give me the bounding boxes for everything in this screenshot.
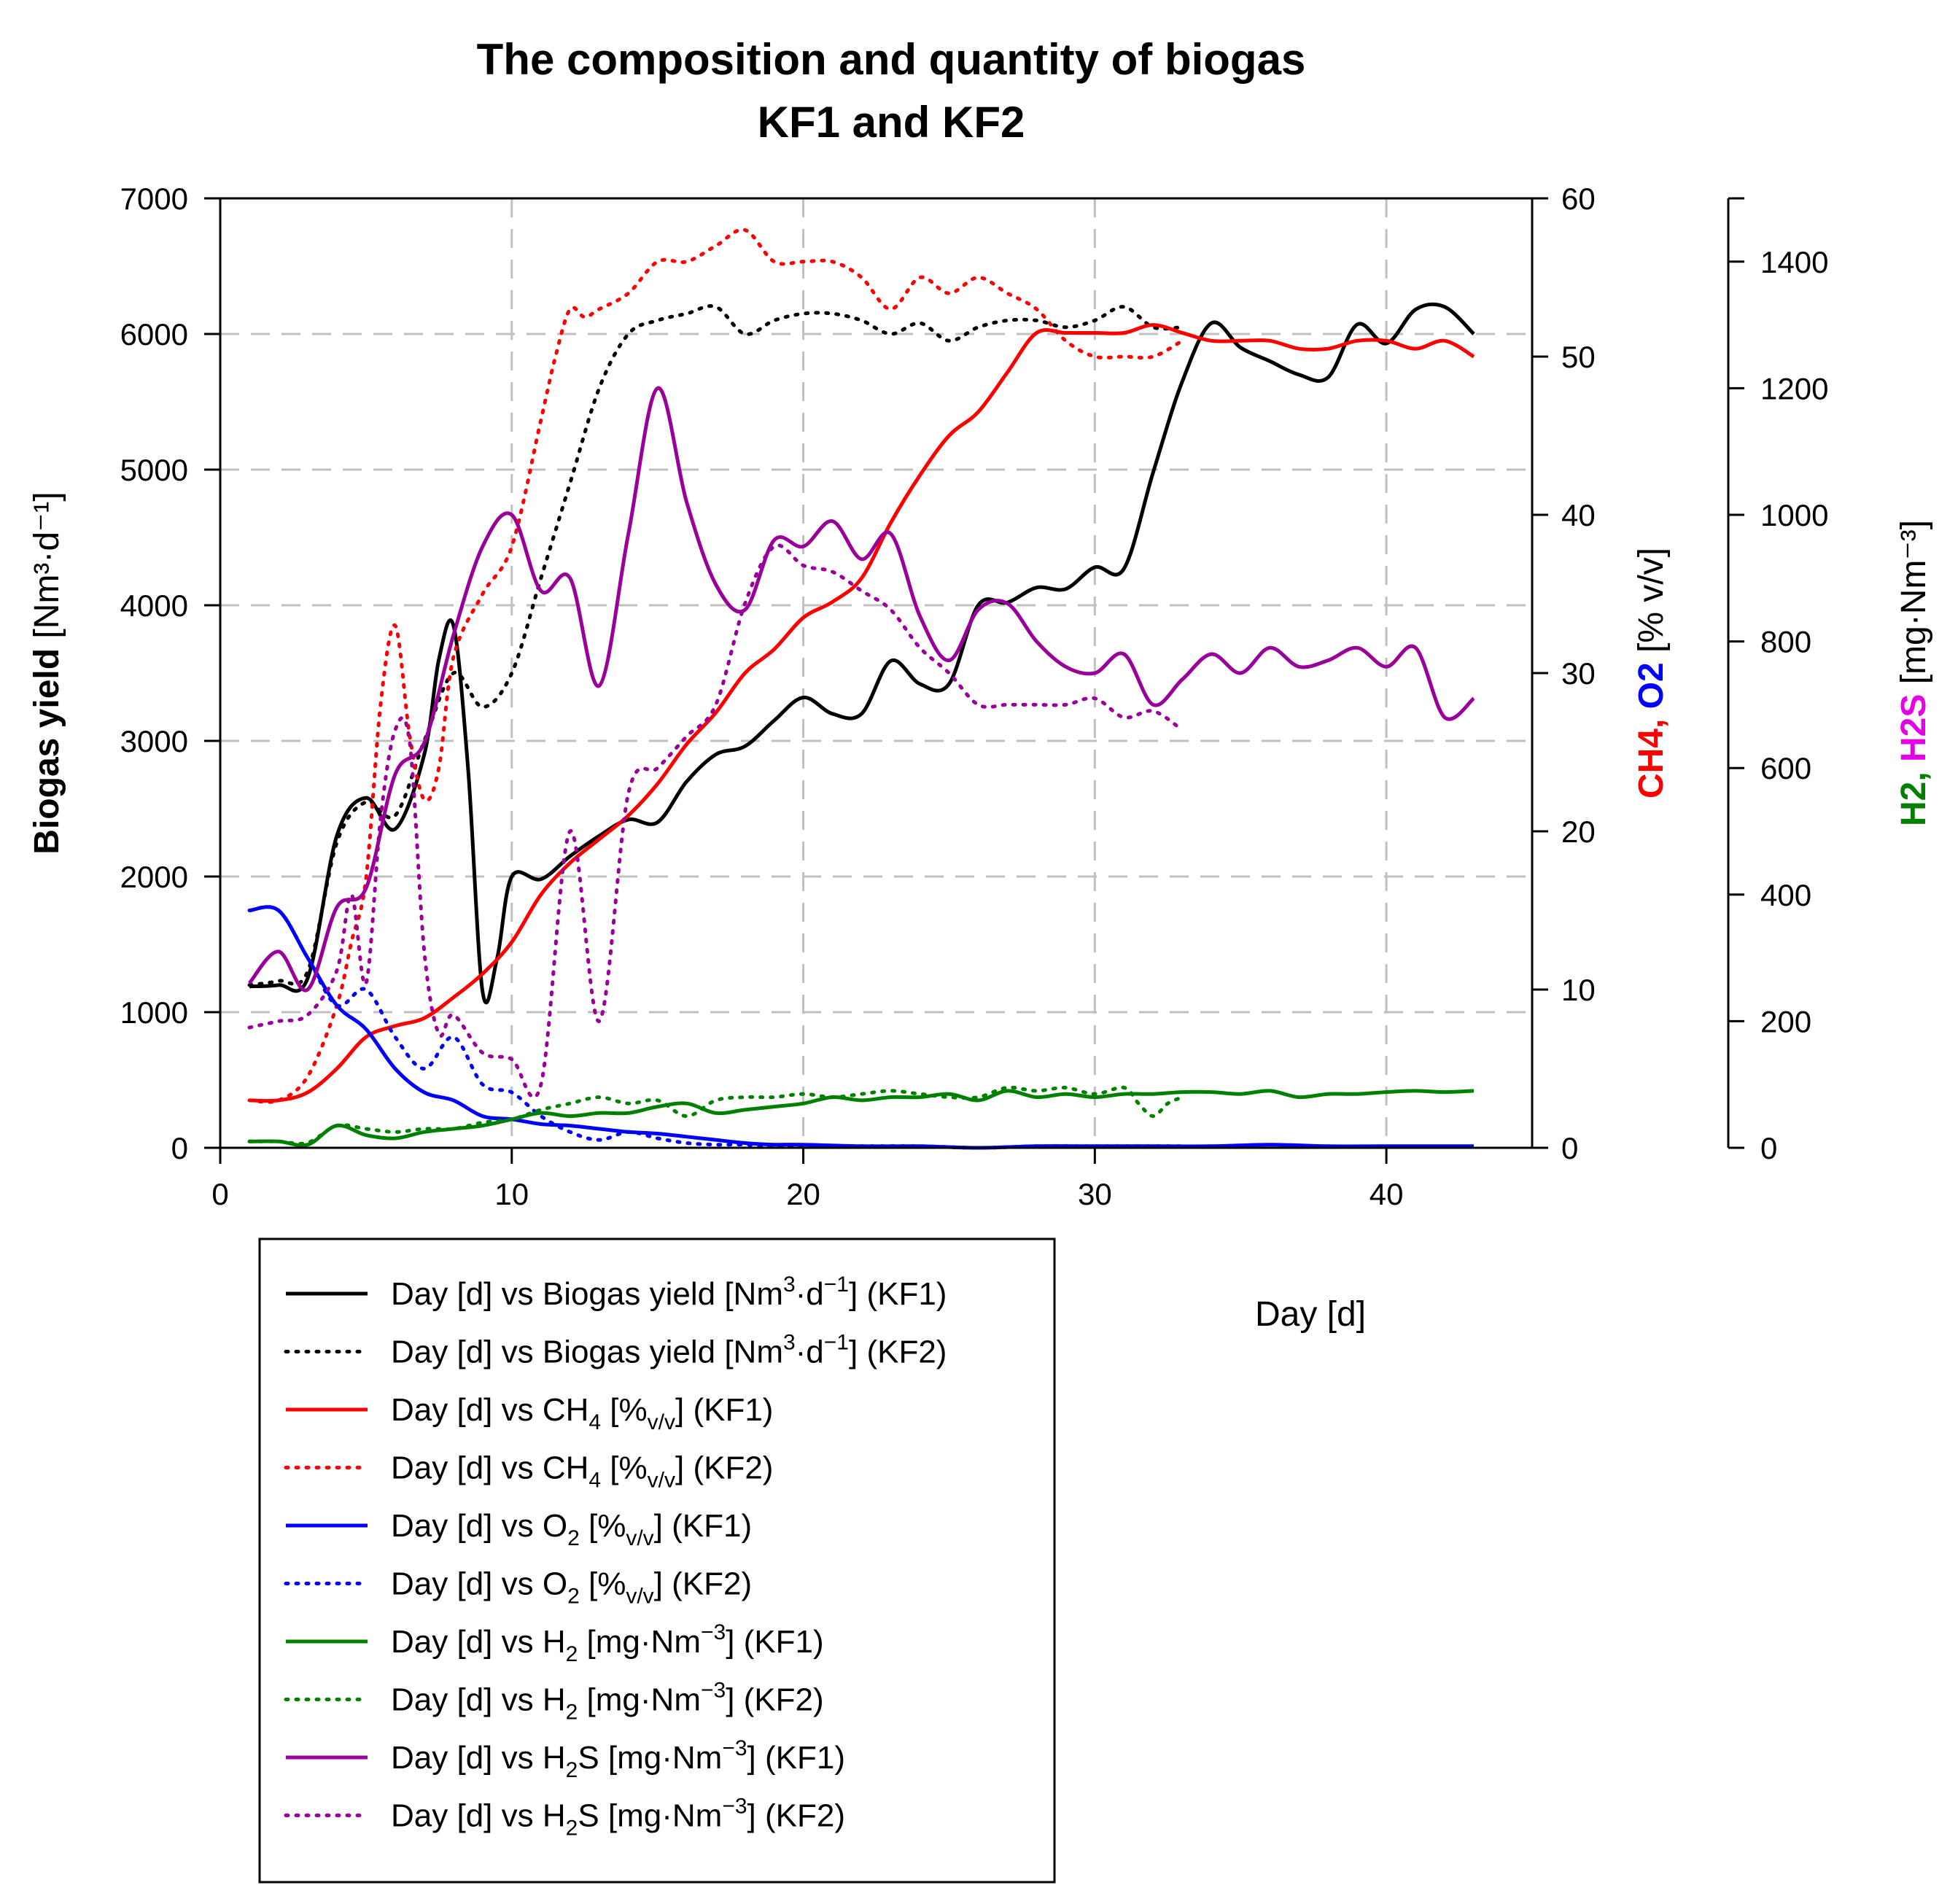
axes: 0 10 20 30 400100020003000400050006000700001…: [120, 182, 1829, 1211]
y-right1-tick-label: 20: [1561, 815, 1596, 849]
y-right2-tick-label: 0: [1760, 1131, 1777, 1165]
y-left-tick-label: 3000: [120, 724, 188, 758]
y-right2-tick-label: 800: [1760, 625, 1811, 659]
x-tick-label: 40: [1370, 1177, 1404, 1211]
legend-frame: [258, 1237, 1056, 1884]
y-left-tick-label: 4000: [120, 588, 188, 623]
series-line-3: [249, 323, 1475, 1103]
x-tick-label: 0: [211, 1177, 228, 1211]
x-tick-label: 10: [494, 1177, 529, 1211]
series-line-1: [249, 302, 1475, 1005]
y-left-axis-label: Biogas yield [Nm³·d⁻¹]: [28, 491, 66, 854]
chart-title: The composition and quantity of biogas K…: [477, 35, 1306, 147]
y-right2-tick-label: 1400: [1760, 245, 1828, 279]
legend-label: Day [d] vs H2 [mg·Nm−3] (KF2): [391, 1679, 824, 1725]
y-right1-tick-label: 40: [1561, 498, 1596, 532]
legend-label: Day [d] vs CH4 [%v/v] (KF2): [391, 1450, 773, 1493]
y-right2-tick-label: 400: [1760, 878, 1811, 912]
legend-label: Day [d] vs O2 [%v/v] (KF1): [391, 1508, 752, 1550]
axis-labels: Day [d] Biogas yield [Nm³·d⁻¹] CH4, O2 [% …: [28, 491, 1933, 1334]
x-tick-label: 20: [786, 1177, 820, 1211]
series-line-8: [247, 1085, 1184, 1146]
series-line-6: [247, 905, 1184, 1150]
y-right1-axis-label: CH4, O2 [% v/v]: [1632, 548, 1671, 798]
y-right2-axis-label: H2, H2S [mg·Nm⁻³]: [1895, 520, 1933, 826]
x-tick-label: 30: [1078, 1177, 1112, 1211]
y-left-tick-label: 0: [171, 1131, 188, 1165]
y-right1-tick-label: 30: [1561, 656, 1596, 691]
y-right1-tick-label: 50: [1561, 340, 1596, 374]
y-right1-tick-label: 10: [1561, 973, 1596, 1007]
y-right2-tick-label: 1000: [1760, 498, 1828, 532]
series-line-9: [248, 386, 1475, 992]
y-right2-tick-label: 1200: [1760, 371, 1828, 405]
legend-label: Day [d] vs Biogas yield [Nm3·d−1] (KF2): [391, 1331, 947, 1370]
y-left-tick-label: 7000: [120, 182, 188, 216]
legend-label: Day [d] vs H2 [mg·Nm−3] (KF1): [391, 1620, 824, 1666]
legend-label: Day [d] vs H2S [mg·Nm−3] (KF1): [391, 1736, 845, 1782]
y-right2-tick-label: 200: [1760, 1004, 1811, 1038]
y-right2-tick-label: 600: [1760, 751, 1811, 785]
series-line-7: [249, 1089, 1475, 1148]
y-left-tick-label: 1000: [120, 995, 188, 1030]
grid: [220, 198, 1532, 1148]
series-line-4: [247, 228, 1184, 1104]
x-axis-label: Day [d]: [1255, 1295, 1366, 1334]
legend-label: Day [d] vs Biogas yield [Nm3·d−1] (KF1): [391, 1272, 947, 1312]
title-line-2: KF1 and KF2: [758, 98, 1025, 147]
series-group: [247, 228, 1475, 1150]
legend-label: Day [d] vs O2 [%v/v] (KF2): [391, 1566, 752, 1609]
title-line-1: The composition and quantity of biogas: [477, 35, 1306, 84]
legend-label: Day [d] vs H2S [mg·Nm−3] (KF2): [391, 1795, 845, 1841]
legend: Day [d] vs Biogas yield [Nm3·d−1] (KF1) D…: [258, 1237, 1056, 1884]
y-left-tick-label: 6000: [120, 317, 188, 351]
series-line-5: [249, 905, 1474, 1150]
y-left-tick-label: 2000: [120, 860, 188, 894]
series-line-10: [247, 543, 1184, 1100]
y-right1-tick-label: 0: [1561, 1131, 1578, 1165]
y-right1-tick-label: 60: [1561, 182, 1596, 216]
series-line-2: [247, 304, 1184, 987]
legend-label: Day [d] vs CH4 [%v/v] (KF1): [391, 1392, 773, 1434]
plot-frame: [219, 197, 1534, 1149]
y-left-tick-label: 5000: [120, 453, 188, 487]
